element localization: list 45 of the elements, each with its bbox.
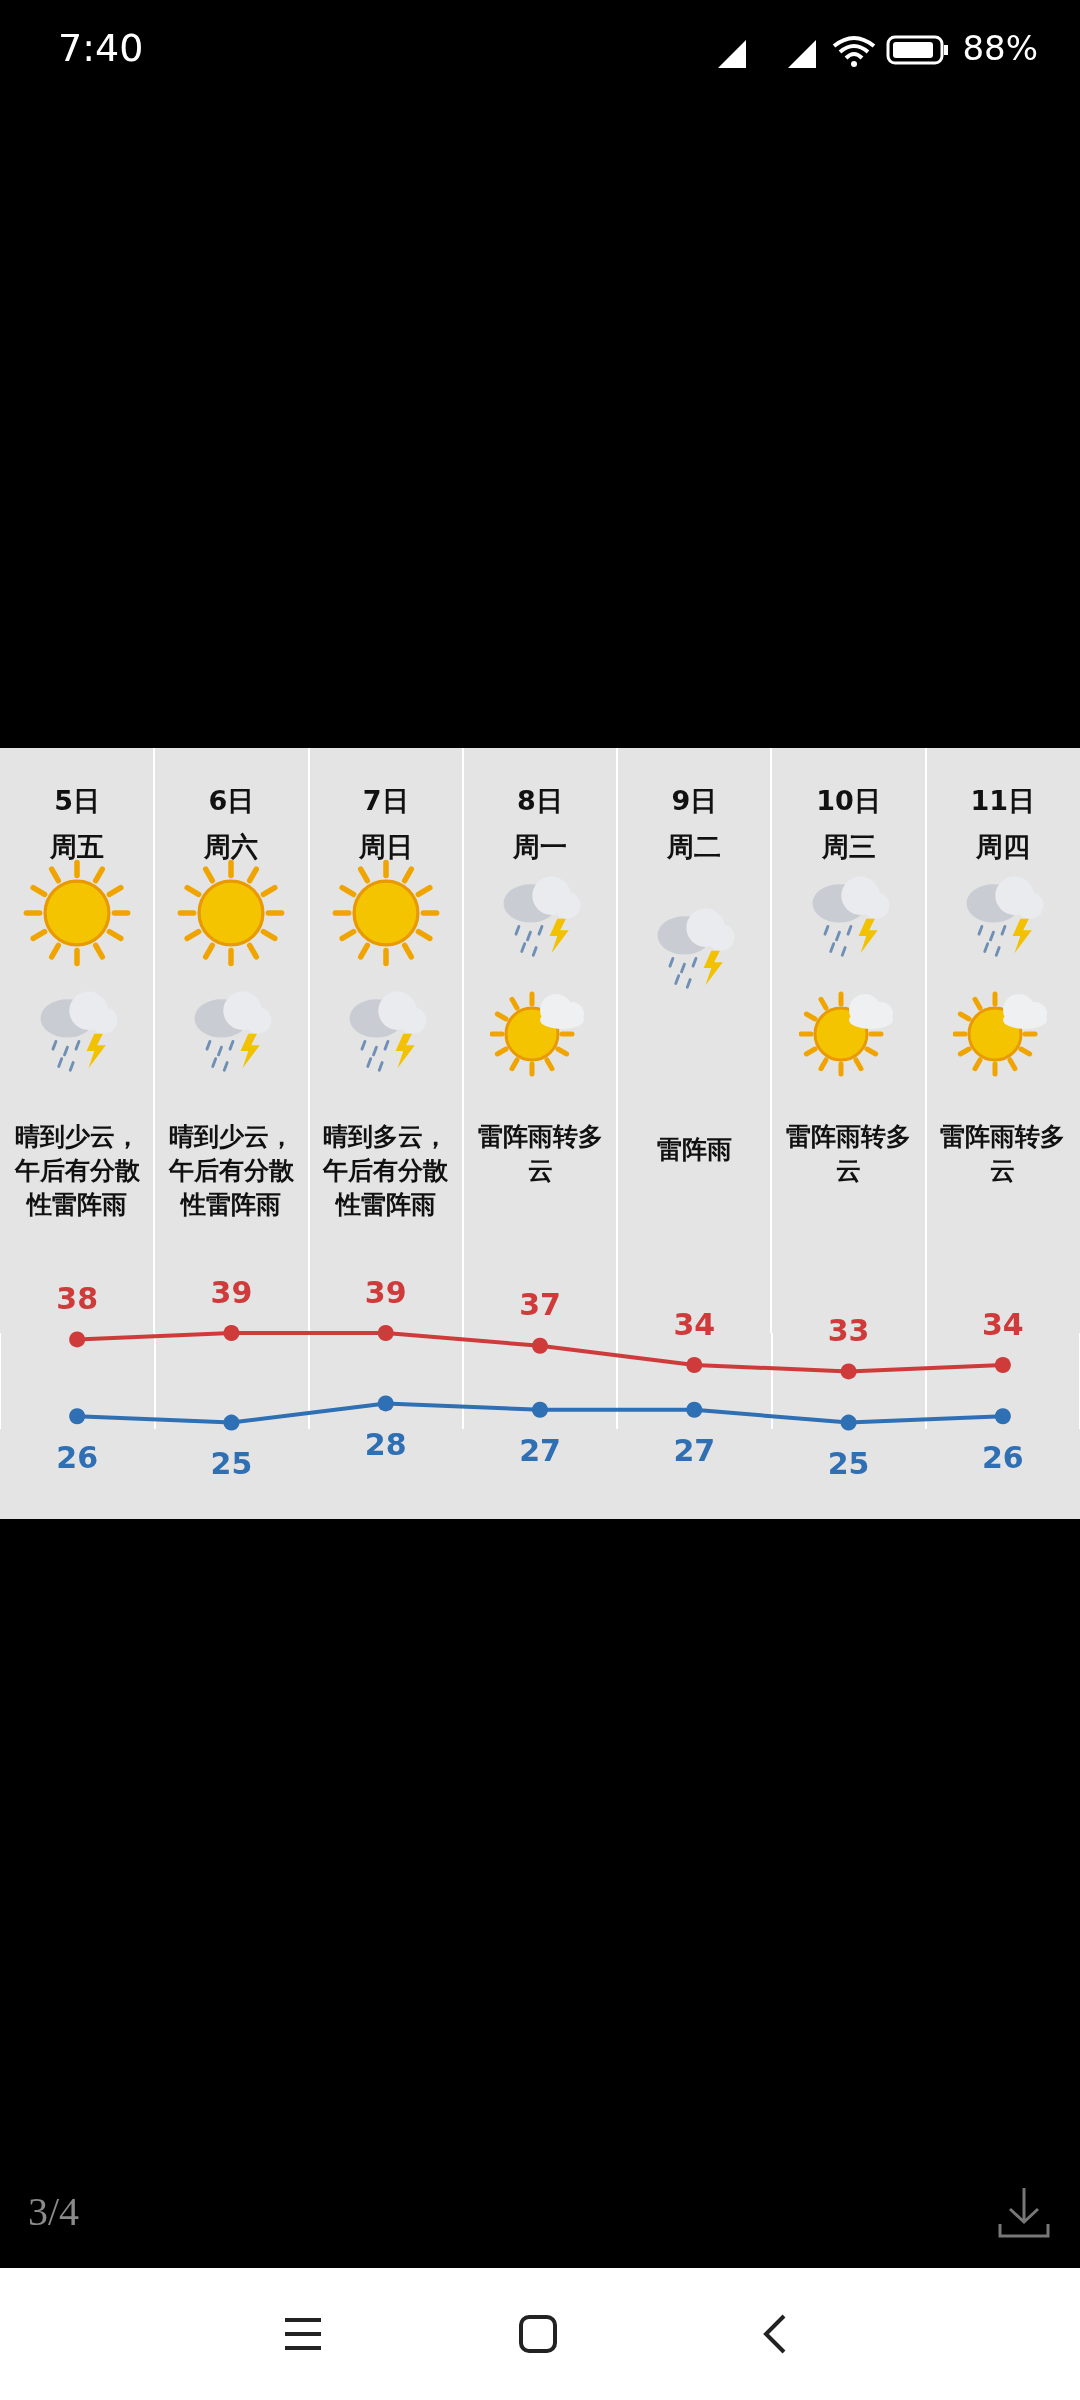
x-tick-label: 10日周三 xyxy=(815,784,882,864)
data-label: 34 xyxy=(981,1306,1024,1342)
data-label: 28 xyxy=(364,1426,407,1462)
data-label: 25 xyxy=(827,1446,870,1482)
data-label: 39 xyxy=(210,1274,253,1310)
data-label: 37 xyxy=(519,1287,561,1323)
point xyxy=(377,1325,394,1341)
point xyxy=(840,1363,857,1380)
point xyxy=(532,1401,548,1418)
text: 3/4 xyxy=(28,2188,80,2235)
point xyxy=(223,1414,240,1431)
point xyxy=(840,1414,857,1431)
text: 雷阵雨转多云 xyxy=(939,1121,1067,1187)
x-tick-label: 9日周二 xyxy=(666,784,723,864)
data-label: 27 xyxy=(673,1433,716,1469)
text: 晴到少云，午后有分散性雷阵雨 xyxy=(13,1121,141,1221)
text: 雷阵雨转多云 xyxy=(785,1121,913,1187)
x-tick-label: 7日周日 xyxy=(357,784,414,864)
point xyxy=(69,1408,86,1425)
text: 雷阵雨转多云 xyxy=(476,1121,604,1187)
data-label: 26 xyxy=(981,1439,1024,1475)
data-label: 33 xyxy=(827,1312,870,1348)
point xyxy=(532,1337,548,1354)
point xyxy=(223,1325,240,1341)
point xyxy=(686,1357,703,1373)
data-label: 26 xyxy=(56,1439,99,1475)
x-tick-label: 6日周六 xyxy=(203,784,260,864)
text: 雷阵雨 xyxy=(655,1134,733,1166)
text: 晴到多云，午后有分散性雷阵雨 xyxy=(321,1121,450,1221)
data-label: 34 xyxy=(673,1306,716,1342)
x-tick-label: 5日周五 xyxy=(49,784,106,864)
point xyxy=(686,1401,703,1418)
point xyxy=(69,1331,86,1348)
data-label: 25 xyxy=(210,1446,253,1482)
point xyxy=(377,1395,394,1412)
data-label: 39 xyxy=(364,1274,407,1310)
point xyxy=(994,1408,1011,1425)
text: 晴到少云，午后有分散性雷阵雨 xyxy=(167,1121,295,1221)
text: 7:40 xyxy=(58,26,144,70)
data-label: 38 xyxy=(56,1280,99,1316)
data-label: 27 xyxy=(519,1433,561,1469)
x-tick-label: 11日周四 xyxy=(969,784,1037,864)
x-tick-label: 8日周一 xyxy=(512,784,568,864)
text: 88% xyxy=(962,28,1038,68)
point xyxy=(994,1357,1011,1373)
